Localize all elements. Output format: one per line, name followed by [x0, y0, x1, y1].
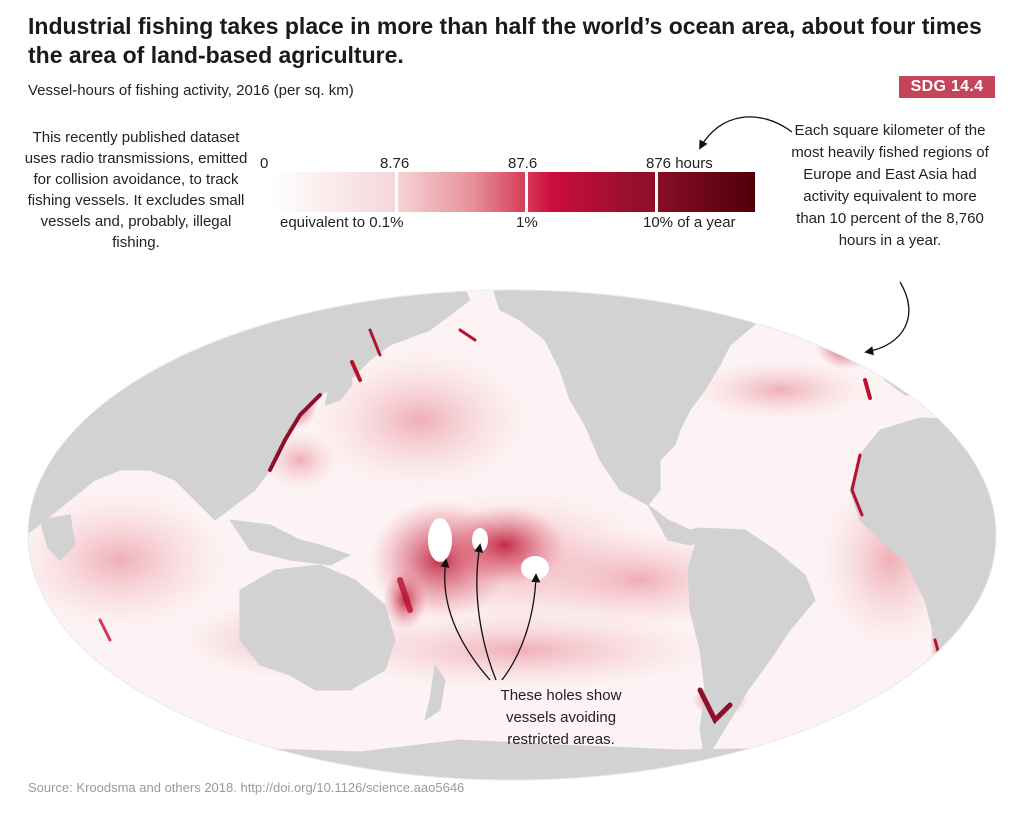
source-note: Source: Kroodsma and others 2018. http:/… [28, 780, 465, 795]
legend-equivalent-0: equivalent to 0.1% [280, 214, 404, 231]
globe-outline [27, 289, 997, 781]
legend-equivalent-2: 10% of a year [643, 214, 736, 231]
dataset-note: This recently published dataset uses rad… [24, 129, 248, 251]
legend-tick-2: 87.6 [508, 155, 538, 172]
legend-divider [655, 172, 658, 212]
southeast-asia-islands [229, 519, 351, 566]
restricted-area-holes [428, 518, 549, 580]
north-america-landmass [489, 290, 791, 506]
south-america-landmass [687, 527, 816, 761]
new-zealand [424, 664, 446, 721]
greenland [769, 290, 861, 331]
map-subtitle: Vessel-hours of fishing activity, 2016 (… [28, 82, 354, 99]
legend-tick-1: 8.76 [380, 155, 410, 172]
legend-color-bar [270, 172, 755, 212]
sdg-badge: SDG 14.4 [899, 76, 995, 98]
holes-note: These holes show vessels avoiding restri… [500, 687, 622, 748]
legend-divider [395, 172, 398, 212]
legend-equivalent-1: 1% [516, 214, 538, 231]
legend-tick-3: 876 hours [646, 155, 713, 172]
legend-tick-0: 0 [260, 155, 269, 172]
europe-asia-note: Each square kilometer of the most heavil… [791, 122, 989, 249]
australia-landmass [239, 564, 396, 691]
legend-divider [525, 172, 528, 212]
page-title: Industrial fishing takes place in more t… [28, 13, 982, 68]
